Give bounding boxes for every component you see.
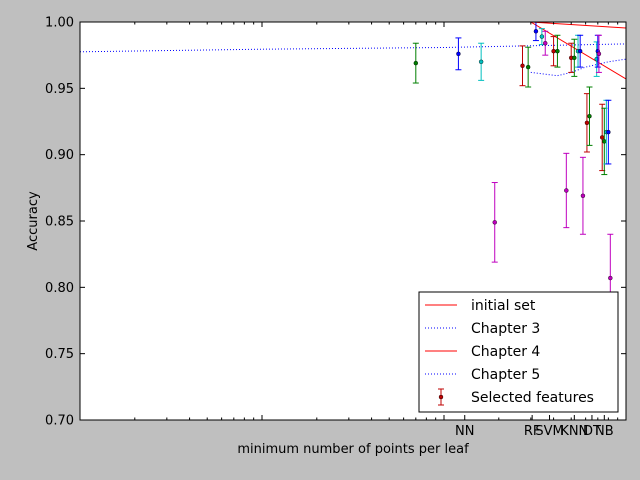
errorbar-point	[579, 156, 586, 235]
errorbar-point	[577, 34, 584, 68]
errorbar-marker	[608, 275, 613, 281]
errorbar-point	[532, 22, 539, 42]
errorbar-point	[525, 46, 532, 88]
y-tick-label: 0.90	[45, 148, 74, 163]
errorbar-marker	[572, 55, 577, 61]
category-tick-label: RF	[524, 424, 541, 439]
legend: initial set Chapter 3 Chapter 4 Chapter 5 Se…	[418, 291, 619, 413]
errorbar-point	[554, 34, 561, 68]
errorbar-point	[568, 42, 575, 73]
errorbar-marker	[564, 188, 569, 193]
errorbar-marker	[456, 51, 461, 57]
category-tick-label: NN	[455, 424, 474, 439]
errorbar-point	[563, 152, 570, 229]
legend-entry: Selected features	[438, 388, 594, 406]
category-tick-label: SVM	[535, 424, 563, 439]
errorbar-marker	[543, 41, 548, 46]
errorbar-marker	[606, 129, 611, 135]
errorbar-point	[412, 42, 419, 84]
legend-entry: Chapter 5	[425, 367, 540, 383]
errorbar-marker	[580, 193, 586, 198]
x-axis-label: minimum number of points per leaf	[237, 442, 469, 457]
category-tick-label: DT	[583, 424, 601, 439]
errorbar-marker	[533, 29, 539, 34]
errorbar-marker	[600, 135, 605, 140]
errorbar-point	[586, 86, 593, 146]
errorbar-marker	[413, 60, 419, 66]
legend-label: Chapter 5	[471, 367, 540, 383]
errorbar-point	[605, 99, 612, 165]
errorbar-marker	[596, 51, 602, 57]
errorbar-marker	[492, 220, 497, 225]
errorbar-marker	[584, 120, 590, 126]
legend-label: Chapter 4	[471, 344, 540, 360]
errorbar-point	[571, 38, 578, 77]
y-tick-label: 0.80	[45, 281, 74, 296]
legend-box	[418, 291, 619, 413]
errorbar-point	[519, 45, 526, 87]
category-tick-label: KNN	[560, 424, 588, 439]
errorbar-marker	[478, 59, 484, 64]
errorbar-point	[455, 37, 462, 71]
legend-entry: Chapter 4	[425, 344, 540, 360]
errorbar-marker	[587, 113, 592, 119]
errorbar-marker	[577, 48, 583, 54]
y-tick-label: 0.70	[45, 414, 74, 429]
y-tick-label: 0.75	[45, 347, 74, 362]
errorbar-point	[542, 30, 549, 56]
legend-entry: Chapter 3	[425, 321, 540, 337]
errorbar-marker	[602, 139, 607, 144]
legend-label: initial set	[471, 298, 536, 314]
errorbar-marker	[520, 63, 525, 68]
legend-label: Chapter 3	[471, 321, 540, 337]
errorbar-marker	[555, 48, 560, 54]
errorbar-point	[550, 36, 557, 67]
errorbar-marker	[551, 48, 556, 54]
errorbar-point	[478, 42, 485, 81]
series-line-0	[80, 22, 626, 29]
errorbar-marker	[539, 34, 545, 39]
y-axis-label: Accuracy	[26, 191, 41, 251]
y-tick-label: 0.85	[45, 215, 74, 230]
legend-entry: initial set	[425, 298, 536, 314]
category-tick-label: NB	[595, 424, 614, 439]
y-tick-label: 0.95	[45, 82, 74, 97]
errorbar-point	[595, 34, 602, 73]
legend-label: Selected features	[471, 390, 594, 406]
legend-swatch	[438, 394, 444, 400]
errorbar-point	[583, 93, 590, 153]
y-tick-label: 1.00	[45, 16, 74, 31]
errorbar-point	[491, 182, 498, 263]
series-line-3	[530, 58, 626, 77]
series-line-1	[80, 43, 626, 53]
errorbar-marker	[525, 64, 531, 70]
